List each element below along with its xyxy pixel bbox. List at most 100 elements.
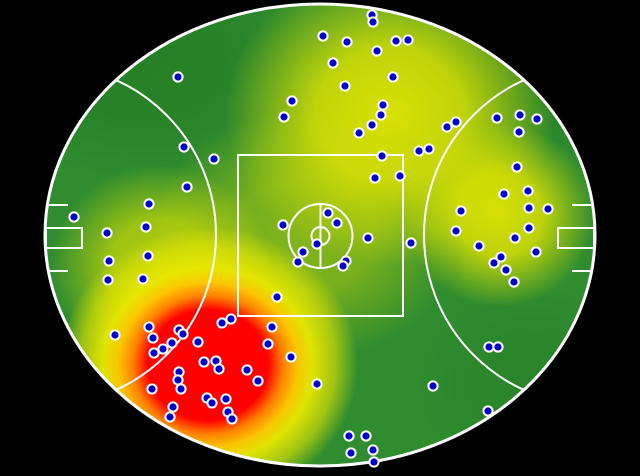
data-point [140,221,152,233]
data-point [542,203,554,215]
data-point [292,256,304,268]
data-point [390,35,402,47]
data-point [172,374,184,386]
field-lines [43,2,597,468]
data-point [146,383,158,395]
scatter-points [68,9,554,468]
data-point [208,153,220,165]
data-point [455,205,467,217]
data-point [498,188,510,200]
data-point [157,343,169,355]
data-point [530,246,542,258]
data-point [369,172,381,184]
data-point [175,383,187,395]
data-point [143,321,155,333]
data-point [523,222,535,234]
data-point [441,121,453,133]
data-point [402,34,414,46]
data-point [206,397,218,409]
data-point [483,341,495,353]
data-point [68,211,80,223]
data-point [339,80,351,92]
data-point [192,336,204,348]
data-point [368,456,380,468]
data-point [278,111,290,123]
data-point [311,238,323,250]
data-point [450,116,462,128]
data-point [213,363,225,375]
data-point [216,317,228,329]
data-point [343,430,355,442]
data-point [367,16,379,28]
data-point [423,143,435,155]
data-point [360,430,372,442]
data-point [522,185,534,197]
data-point [285,351,297,363]
data-point [371,45,383,57]
data-point [271,291,283,303]
data-point [241,364,253,376]
data-point [345,447,357,459]
data-point [450,225,462,237]
data-point [387,71,399,83]
data-point [353,127,365,139]
heat-blob [405,123,595,307]
data-point [366,119,378,131]
data-point [266,321,278,333]
data-point [286,95,298,107]
data-point [375,109,387,121]
data-point [500,264,512,276]
data-point [322,207,334,219]
data-point [102,274,114,286]
data-point [413,145,425,157]
data-point [167,401,179,413]
data-point [198,356,210,368]
data-point [137,273,149,285]
data-point [405,237,417,249]
data-point [317,30,329,42]
data-point [488,257,500,269]
data-point [226,413,238,425]
data-point [337,260,349,272]
data-point [225,313,237,325]
data-point [491,112,503,124]
data-point [327,57,339,69]
data-point [509,232,521,244]
data-point [341,36,353,48]
data-point [101,227,113,239]
data-point [143,198,155,210]
data-point [394,170,406,182]
data-point [262,338,274,350]
data-point [331,217,343,229]
data-point [511,161,523,173]
data-point [166,337,178,349]
data-point [172,71,184,83]
data-point [377,99,389,111]
data-point [177,328,189,340]
data-point [164,411,176,423]
data-point [482,405,494,417]
data-point [142,250,154,262]
data-point [148,347,160,359]
data-point [514,109,526,121]
data-point [252,375,264,387]
boundary-line [43,2,597,468]
data-point [220,393,232,405]
data-point [376,150,388,162]
data-point [473,240,485,252]
data-point [277,219,289,231]
data-point [523,202,535,214]
data-point [178,141,190,153]
data-point [508,276,520,288]
data-point [492,341,504,353]
centre-square [237,154,404,317]
data-point [103,255,115,267]
data-point [427,380,439,392]
data-point [147,332,159,344]
data-point [495,251,507,263]
data-point [311,378,323,390]
data-point [109,329,121,341]
data-point [181,181,193,193]
